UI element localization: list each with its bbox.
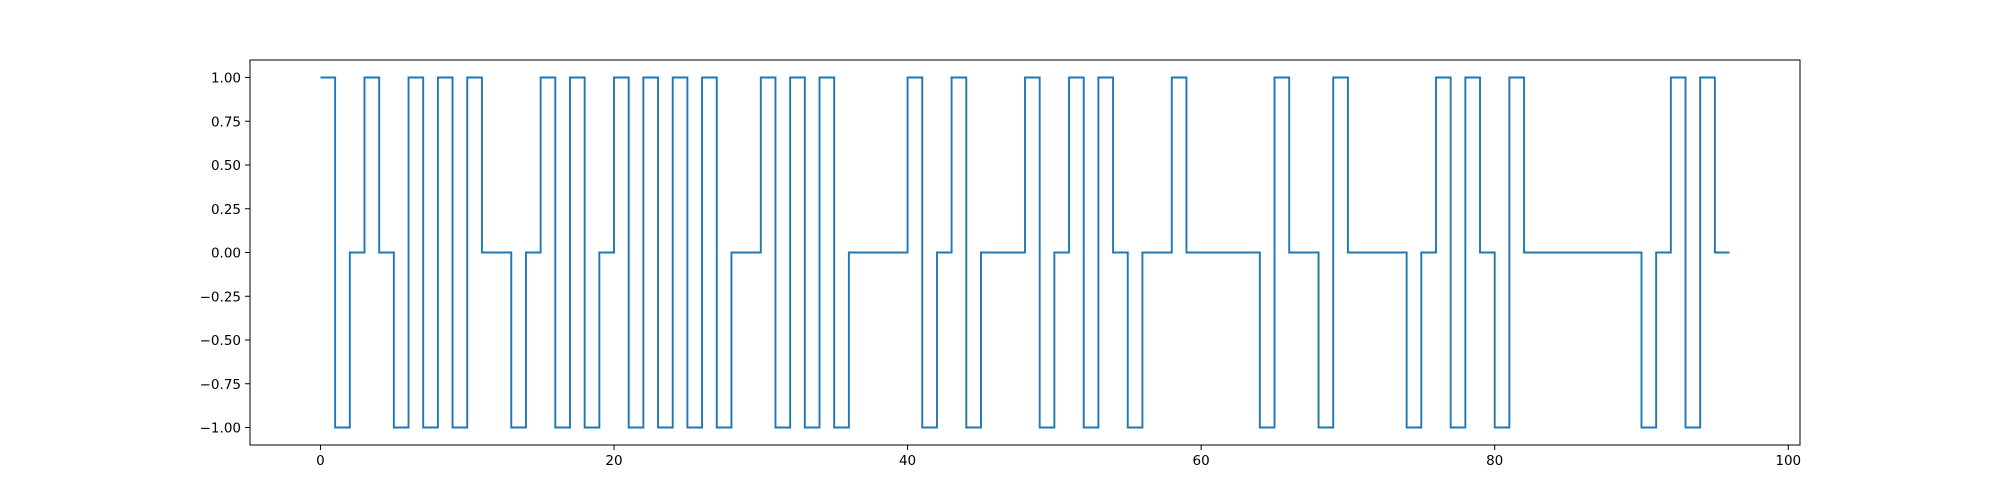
y-tick-label: 0.00 (211, 246, 241, 262)
x-tick-label: 80 (1486, 453, 1503, 469)
y-tick-label: 0.25 (211, 202, 241, 218)
y-tick-label: 0.50 (211, 158, 241, 174)
x-tick-label: 40 (899, 453, 916, 469)
y-tick-label: −1.00 (200, 421, 241, 437)
y-tick-label: −0.50 (200, 333, 241, 349)
axis-ticks: 0 20 40 60 80 100 1.00 0.75 0.50 0.25 0.00 −0.25 −0.… (200, 71, 1802, 470)
plot-area-frame (249, 59, 1801, 446)
series-line (320, 76, 1730, 429)
x-tick-label: 100 (1775, 453, 1801, 469)
x-tick-label: 0 (316, 453, 325, 469)
x-tick-label: 60 (1193, 453, 1210, 469)
y-tick-label: −0.75 (200, 377, 241, 393)
x-tick-label: 20 (605, 453, 622, 469)
y-tick-label: −0.25 (200, 289, 241, 305)
y-tick-label: 1.00 (211, 71, 241, 87)
y-tick-label: 0.75 (211, 114, 241, 130)
